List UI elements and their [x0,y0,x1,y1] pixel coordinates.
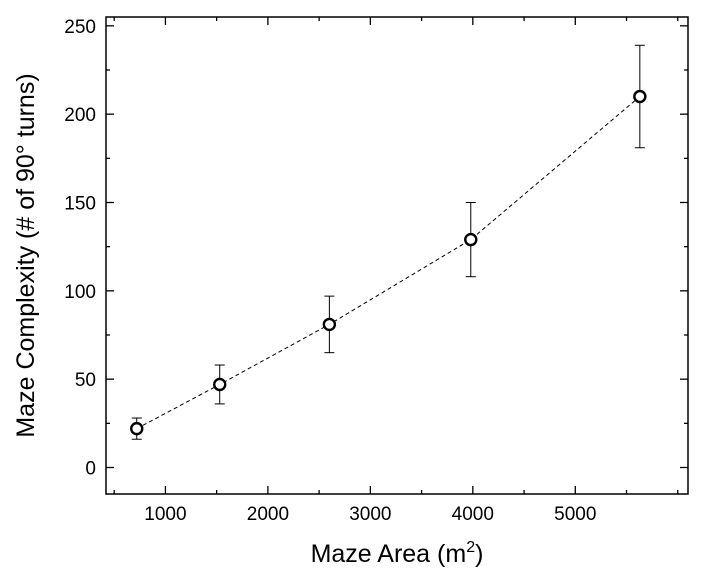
x-tick-label: 5000 [554,504,596,525]
data-point [213,377,227,392]
x-tick-label: 2000 [247,504,289,525]
x-tick-label: 1000 [144,504,186,525]
y-tick-label: 50 [75,370,96,391]
x-axis-ticks: 1000 2000 3000 4000 5000 [113,17,679,525]
series-dashed-line [136,96,641,430]
y-tick-label: 150 [64,194,96,215]
y-axis-label: Maze Complexity (# of 90° turns) [12,73,40,437]
y-tick-label: 0 [85,459,96,480]
y-tick-label: 200 [64,105,96,126]
fit-line-layer [136,96,641,430]
x-tick-label: 3000 [349,504,391,525]
y-axis-ticks: 0 50 100 150 200 250 [64,17,688,480]
error-bar-layer [131,44,645,440]
data-point [464,232,478,247]
y-tick-label: 250 [64,17,96,38]
x-axis-label-main: Maze Area (m [311,540,467,568]
x-axis-label-superscript: 2 [466,539,475,556]
data-point [322,317,337,332]
data-point [633,89,647,104]
plot-frame [105,16,689,495]
x-axis-label: Maze Area (m2) [311,539,484,568]
y-tick-label: 100 [64,282,96,303]
data-point [130,421,144,436]
x-axis-label-suffix: ) [475,540,483,568]
data-point-layer [130,89,647,436]
x-tick-label: 4000 [452,504,494,525]
